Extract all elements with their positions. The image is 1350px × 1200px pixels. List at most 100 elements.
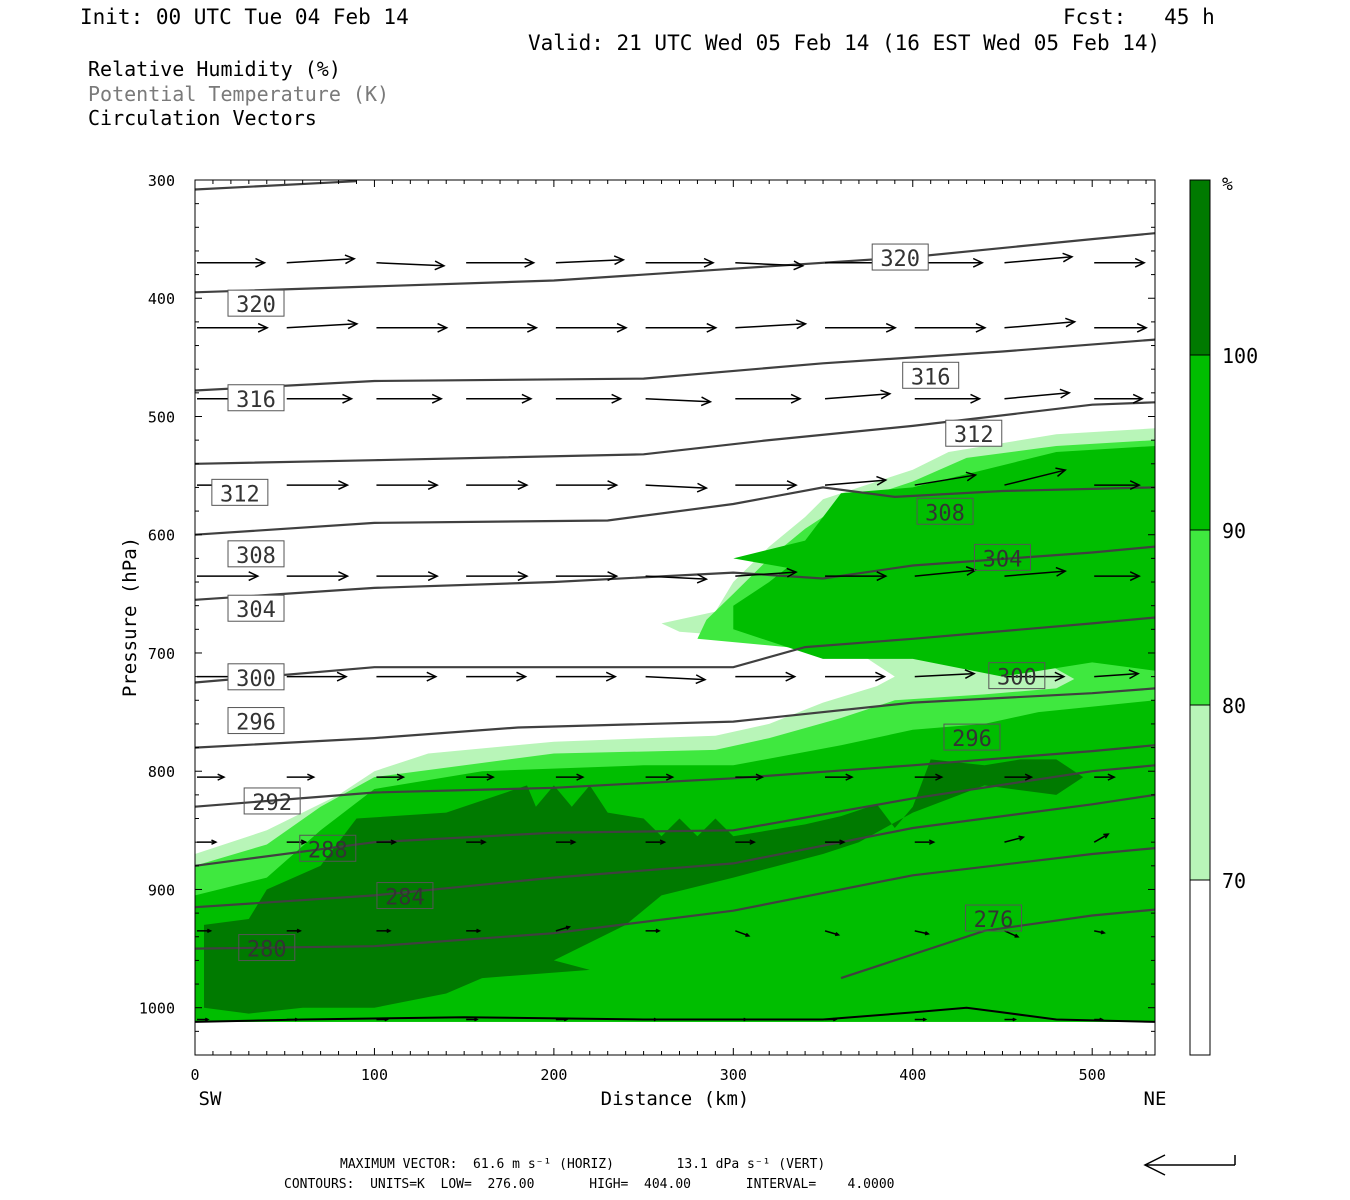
theta-contour-276 — [840, 908, 1156, 980]
forecast-hour: Fcst: 45 h — [1063, 5, 1215, 29]
circulation-vector — [825, 671, 887, 682]
colorbar-70-segment — [1189, 704, 1211, 881]
y-tick-label: 500 — [148, 408, 175, 426]
theta-label: 308 — [925, 501, 965, 526]
circulation-vector — [1094, 930, 1106, 935]
theta-label-box — [916, 497, 974, 525]
circulation-vector — [645, 257, 715, 268]
circulation-vector — [1004, 566, 1067, 577]
circulation-vector — [825, 322, 897, 333]
theta-label: 316 — [911, 365, 951, 390]
colorbar-level-label: 100 — [1222, 344, 1258, 368]
circulation-vector — [914, 773, 944, 781]
circulation-vector — [555, 773, 585, 781]
theta-label-box — [299, 834, 357, 862]
circulation-vector — [555, 571, 619, 582]
colorbar-80-segment — [1189, 529, 1211, 706]
circulation-vector — [824, 475, 888, 486]
y-tick-label: 700 — [148, 645, 175, 663]
legend-circulation-vectors: Circulation Vectors — [88, 106, 317, 130]
theta-label-box — [376, 882, 434, 910]
circulation-vector — [735, 319, 808, 330]
theta-label-box — [973, 543, 1031, 571]
theta-label: 304 — [983, 547, 1023, 572]
circulation-vector — [286, 928, 302, 934]
circulation-vector — [1004, 467, 1067, 486]
circulation-vector — [735, 480, 798, 491]
circulation-vector — [466, 773, 495, 781]
theta-label: 312 — [220, 482, 260, 507]
circulation-vector — [825, 571, 888, 582]
theta-label-box — [227, 289, 285, 317]
circulation-vector — [1094, 773, 1116, 781]
ground-line — [194, 1006, 1156, 1023]
y-axis-label: Pressure (hPa) — [119, 537, 141, 697]
circulation-vector — [286, 671, 348, 682]
x-tick-label: 100 — [361, 1066, 388, 1084]
theta-label-box — [243, 787, 301, 815]
theta-label: 316 — [236, 388, 276, 413]
circulation-vector — [1093, 833, 1110, 843]
circulation-vector — [466, 480, 529, 491]
circulation-vector — [286, 480, 350, 491]
theta-label: 320 — [880, 247, 920, 272]
theta-label-box — [988, 662, 1046, 690]
circulation-vector — [1094, 1017, 1104, 1022]
colorbar-below-70-segment — [1189, 879, 1211, 1056]
theta-label: 300 — [997, 666, 1037, 691]
circulation-vector — [735, 839, 756, 845]
circulation-vector — [1004, 1017, 1018, 1022]
theta-label-box — [227, 707, 285, 735]
circulation-vector — [914, 839, 936, 845]
circulation-vector — [466, 571, 529, 582]
circulation-vector — [1004, 773, 1034, 781]
theta-label: 296 — [236, 711, 276, 736]
y-tick-label: 800 — [148, 763, 175, 781]
circulation-vector — [645, 322, 718, 333]
circulation-vector — [1004, 671, 1066, 682]
contours-note: CONTOURS: UNITS=K LOW= 276.00 HIGH= 404.… — [284, 1177, 895, 1192]
circulation-vector — [555, 925, 572, 932]
circulation-vector — [914, 930, 930, 936]
colorbar-level-label: 80 — [1222, 694, 1246, 718]
circulation-vector — [825, 773, 854, 781]
theta-label: 300 — [236, 667, 276, 692]
circulation-vector — [555, 255, 626, 266]
theta-label: 288 — [308, 838, 348, 863]
circulation-vector — [1094, 322, 1148, 333]
circulation-vector — [286, 1017, 300, 1022]
theta-label: 296 — [952, 727, 992, 752]
circulation-vector — [735, 1017, 748, 1022]
theta-label-box — [943, 723, 1001, 751]
circulation-vector — [825, 839, 846, 845]
circulation-vector — [376, 480, 439, 491]
circulation-vector — [197, 1017, 210, 1022]
circulation-vector — [1004, 835, 1026, 843]
theta-contour-top — [194, 180, 357, 191]
theta-contour-304 — [194, 545, 1156, 601]
colorbar-100-segment — [1189, 179, 1211, 356]
circulation-vector — [1094, 669, 1140, 680]
circulation-vector — [197, 839, 218, 845]
theta-contour-308 — [194, 486, 1156, 536]
theta-contour-284 — [194, 793, 1156, 909]
theta-label-box — [965, 904, 1023, 932]
circulation-vector — [645, 674, 707, 685]
circulation-vector — [735, 260, 805, 271]
circulation-vector — [735, 773, 765, 781]
theta-label-box — [211, 478, 269, 506]
circulation-vector — [1094, 393, 1144, 404]
circulation-vector — [466, 839, 487, 845]
y-tick-label: 900 — [148, 881, 175, 899]
circulation-vector — [645, 396, 713, 407]
circulation-vector — [286, 839, 308, 845]
theta-label: 308 — [236, 544, 276, 569]
circulation-vector — [645, 573, 709, 584]
x-tick-label: 400 — [899, 1066, 926, 1084]
y-tick-label: 600 — [148, 527, 175, 545]
theta-label-box — [945, 419, 1003, 447]
x-tick-label: 500 — [1079, 1066, 1106, 1084]
circulation-vector — [555, 480, 619, 491]
x-end-label-ne: NE — [1144, 1088, 1167, 1110]
